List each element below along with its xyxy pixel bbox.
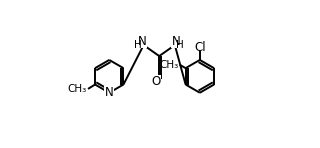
Text: CH₃: CH₃ [160,60,179,70]
Text: N: N [172,35,181,48]
Text: H: H [176,40,184,50]
Text: N: N [105,86,114,99]
Text: N: N [138,35,147,48]
Text: H: H [134,40,142,50]
Text: O: O [151,75,161,88]
Text: Cl: Cl [194,41,206,54]
Text: CH₃: CH₃ [68,84,87,94]
